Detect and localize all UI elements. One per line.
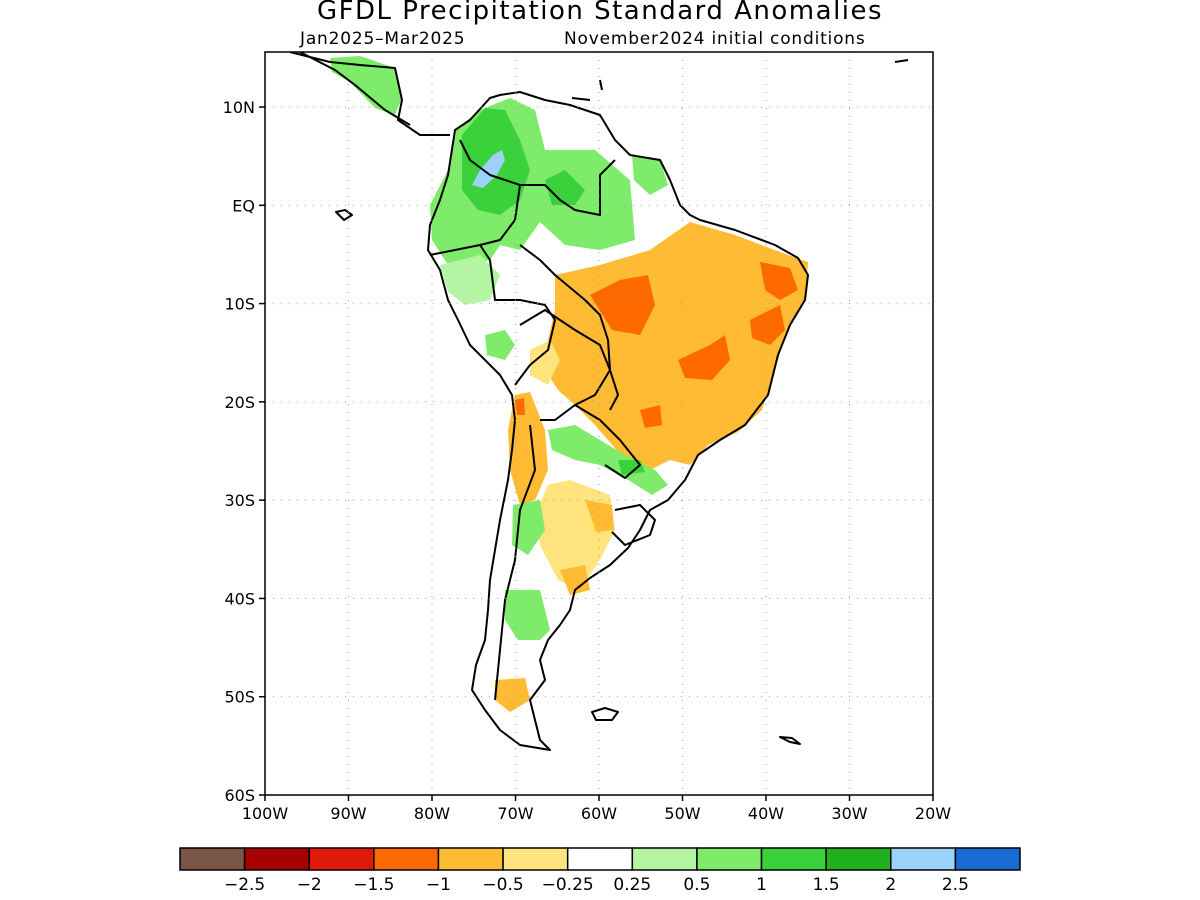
minas-strong-dry bbox=[678, 335, 730, 380]
bahia-strong-dry bbox=[750, 305, 785, 345]
lat-tick-label: 50S bbox=[224, 688, 255, 707]
colorbar-label: 0.5 bbox=[683, 875, 710, 895]
colorbar-label: −1.5 bbox=[353, 875, 394, 895]
colorbar-swatch bbox=[373, 847, 440, 871]
lon-tick-label: 80W bbox=[414, 804, 450, 823]
border-bolivia bbox=[519, 309, 611, 421]
map-title: GFDL Precipitation Standard Anomalies bbox=[316, 0, 884, 26]
lon-tick-label: 60W bbox=[581, 804, 617, 823]
andes-dry-region bbox=[508, 392, 548, 505]
central-brazil-strong-dry bbox=[590, 275, 655, 335]
south-georgia bbox=[779, 736, 801, 745]
falklands bbox=[591, 707, 619, 721]
colorbar-swatch bbox=[825, 847, 892, 871]
colorbar-label: −0.25 bbox=[542, 875, 594, 895]
brazil-mild-dry-region bbox=[530, 340, 560, 385]
anomaly-shading bbox=[330, 56, 808, 712]
colorbar-swatch bbox=[502, 847, 569, 871]
colorbar-label: 2 bbox=[885, 875, 896, 895]
colorbar-swatch bbox=[179, 847, 246, 871]
caribbean-islands bbox=[571, 59, 909, 101]
lat-tick-label: 10S bbox=[224, 295, 255, 314]
lon-tick-label: 100W bbox=[242, 804, 289, 823]
initial-conditions-label: November2024 initial conditions bbox=[564, 29, 866, 49]
magdalena-very-wet-region bbox=[472, 150, 505, 188]
colorbar-label: 1.5 bbox=[813, 875, 840, 895]
lat-tick-label: 60S bbox=[224, 786, 255, 805]
patagonia-wet-region bbox=[505, 590, 550, 640]
colorbar-swatch bbox=[696, 847, 763, 871]
colorbar-label: −0.5 bbox=[482, 875, 523, 895]
colorbar-swatch bbox=[308, 847, 375, 871]
colorbar-swatch bbox=[566, 847, 634, 871]
colorbar-swatch bbox=[954, 847, 1021, 871]
atacama-strong-dry bbox=[515, 398, 525, 415]
colorbar-label: 0.25 bbox=[613, 875, 651, 895]
forecast-period: Jan2025–Mar2025 bbox=[300, 29, 466, 49]
border-ecuador-peru bbox=[429, 244, 556, 386]
southern-brazil-wet-region bbox=[548, 425, 668, 495]
colorbar-label: −1 bbox=[426, 875, 451, 895]
lat-tick-label: EQ bbox=[232, 196, 255, 215]
colorbar: −2.5 −2 −1.5 −1 −0.5 −0.25 0.25 0.5 1 1.5 2 2.5 bbox=[179, 847, 1021, 895]
colorbar-label: 1 bbox=[756, 875, 767, 895]
border-venezuela bbox=[520, 159, 616, 216]
border-paraguay bbox=[574, 404, 641, 479]
lat-tick-label: 40S bbox=[224, 589, 255, 608]
lat-tick-label: 30S bbox=[224, 491, 255, 510]
galapagos bbox=[335, 209, 353, 221]
border-argentina-chile bbox=[494, 424, 536, 701]
buenos-aires-dry bbox=[560, 565, 590, 595]
colorbar-swatch bbox=[890, 847, 957, 871]
southern-patagonia-dry bbox=[495, 678, 530, 712]
lon-tick-label: 90W bbox=[330, 804, 366, 823]
colorbar-label: −2 bbox=[297, 875, 322, 895]
colorbar-swatch bbox=[631, 847, 698, 871]
lon-tick-label: 70W bbox=[497, 804, 533, 823]
central-america-wet-region bbox=[330, 56, 402, 115]
colorbar-swatch bbox=[437, 847, 504, 871]
colorbar-label: −2.5 bbox=[224, 875, 265, 895]
colorbar-swatch bbox=[243, 847, 310, 871]
central-america-coastline bbox=[289, 52, 450, 136]
colorbar-swatch bbox=[760, 847, 827, 871]
northeast-brazil-strong-dry bbox=[760, 262, 798, 300]
lat-tick-label: 10N bbox=[223, 98, 255, 117]
lat-tick-label: 20S bbox=[224, 393, 255, 412]
lon-tick-label: 40W bbox=[748, 804, 784, 823]
west-amazon-light-wet bbox=[440, 255, 500, 305]
border-uruguay bbox=[611, 504, 656, 546]
lon-tick-label: 50W bbox=[664, 804, 700, 823]
lon-tick-label: 20W bbox=[915, 804, 951, 823]
colorbar-label: 2.5 bbox=[942, 875, 969, 895]
sao-paulo-strong-dry bbox=[640, 405, 662, 428]
lon-tick-label: 30W bbox=[831, 804, 867, 823]
border-brazil-west bbox=[519, 244, 619, 411]
guiana-wet-region bbox=[632, 155, 668, 195]
peru-wet-region bbox=[485, 330, 515, 360]
